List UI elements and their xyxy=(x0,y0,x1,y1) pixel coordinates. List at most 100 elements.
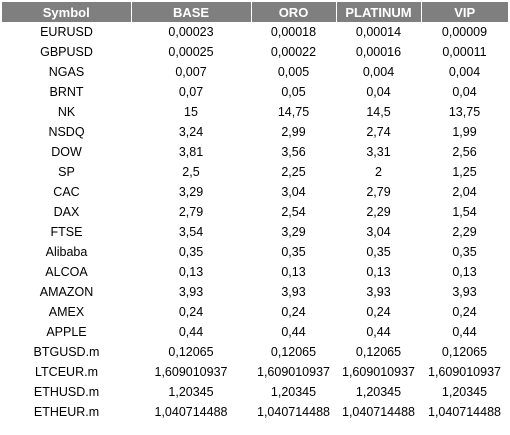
cell-oro: 0,24 xyxy=(281,305,306,319)
cell-oro: 2,25 xyxy=(281,165,306,179)
cell-platinum: 0,12065 xyxy=(355,345,402,359)
table-row: Alibaba 0,35 0,35 0,35 0,35 xyxy=(2,242,508,262)
cell-vip: 2,56 xyxy=(452,145,477,159)
cell-base: 0,13 xyxy=(178,265,204,279)
cell-symbol: FTSE xyxy=(50,225,83,239)
cell-base: 15 xyxy=(184,105,198,119)
cell-base: 3,81 xyxy=(178,145,204,159)
cell-base: 3,24 xyxy=(178,125,204,139)
table-row: BRNT 0,07 0,05 0,04 0,04 xyxy=(2,82,508,102)
cell-oro: 3,93 xyxy=(281,285,306,299)
cell-oro: 1,20345 xyxy=(270,385,317,399)
cell-symbol: EURUSD xyxy=(40,25,93,39)
cell-platinum: 3,04 xyxy=(366,225,391,239)
cell-platinum: 0,13 xyxy=(366,265,391,279)
header-symbol: Symbol xyxy=(2,2,132,22)
cell-oro: 0,35 xyxy=(281,245,306,259)
cell-symbol: ALCOA xyxy=(45,265,88,279)
cell-base: 2,5 xyxy=(182,165,200,179)
cell-base: 3,29 xyxy=(178,185,204,199)
cell-vip: 13,75 xyxy=(448,105,481,119)
cell-platinum: 0,35 xyxy=(366,245,391,259)
table-row: DAX 2,79 2,54 2,29 1,54 xyxy=(2,202,508,222)
cell-vip: 0,004 xyxy=(448,65,481,79)
cell-symbol: AMAZON xyxy=(39,285,94,299)
cell-vip: 2,04 xyxy=(452,185,477,199)
cell-vip: 1,609010937 xyxy=(428,365,501,379)
table-row: BTGUSD.m 0,12065 0,12065 0,12065 0,12065 xyxy=(2,342,508,362)
cell-vip: 0,35 xyxy=(452,245,477,259)
header-vip: VIP xyxy=(421,2,508,22)
cell-base: 0,35 xyxy=(178,245,204,259)
cell-base: 0,00025 xyxy=(168,45,214,59)
table-row: FTSE 3,54 3,29 3,04 2,29 xyxy=(2,222,508,242)
table-body: EURUSD 0,00023 0,00018 0,00014 0,00009 GBPUSD… xyxy=(2,22,508,422)
cell-vip: 2,29 xyxy=(452,225,477,239)
table-row: DOW 3,81 3,56 3,31 2,56 xyxy=(2,142,508,162)
cell-platinum: 3,93 xyxy=(366,285,391,299)
table-row: CAC 3,29 3,04 2,79 2,04 xyxy=(2,182,508,202)
cell-vip: 0,00011 xyxy=(442,45,487,59)
table-header: Symbol BASE ORO PLATINUM VIP xyxy=(2,2,508,22)
cell-symbol: NGAS xyxy=(48,65,85,79)
cell-vip: 0,13 xyxy=(452,265,477,279)
cell-platinum: 0,00014 xyxy=(355,25,402,39)
table-row: ETHEUR.m 1,040714488 1,040714488 1,04071448… xyxy=(2,402,508,422)
cell-oro: 1,609010937 xyxy=(257,365,330,379)
cell-base: 1,609010937 xyxy=(154,365,228,379)
cell-platinum: 0,44 xyxy=(366,325,391,339)
cell-symbol: BRNT xyxy=(49,85,84,99)
cell-oro: 0,00018 xyxy=(270,25,317,39)
table-row: GBPUSD 0,00025 0,00022 0,00016 0,00011 xyxy=(2,42,508,62)
cell-symbol: ETHEUR.m xyxy=(33,405,100,419)
cell-oro: 0,44 xyxy=(281,325,306,339)
cell-oro: 2,99 xyxy=(281,125,306,139)
cell-platinum: 1,609010937 xyxy=(342,365,415,379)
table-row: SP 2,5 2,25 2 1,25 xyxy=(2,162,508,182)
cell-oro: 0,005 xyxy=(277,65,310,79)
cell-oro: 14,75 xyxy=(277,105,310,119)
cell-symbol: Alibaba xyxy=(45,245,88,259)
cell-oro: 3,56 xyxy=(281,145,306,159)
cell-symbol: AMEX xyxy=(48,305,85,319)
cell-platinum: 2,74 xyxy=(366,125,391,139)
cell-base: 3,93 xyxy=(178,285,204,299)
cell-symbol: SP xyxy=(58,165,75,179)
cell-oro: 0,05 xyxy=(281,85,306,99)
cell-oro: 3,04 xyxy=(281,185,306,199)
cell-base: 3,54 xyxy=(178,225,204,239)
cell-platinum: 0,00016 xyxy=(355,45,402,59)
cell-base: 2,79 xyxy=(178,205,204,219)
cell-platinum: 2,29 xyxy=(366,205,391,219)
cell-base: 0,24 xyxy=(178,305,204,319)
cell-base: 0,07 xyxy=(178,85,204,99)
table-row: LTCEUR.m 1,609010937 1,609010937 1,60901093… xyxy=(2,362,508,382)
cell-oro: 1,040714488 xyxy=(257,405,330,419)
cell-platinum: 1,040714488 xyxy=(342,405,415,419)
cell-oro: 2,54 xyxy=(281,205,306,219)
header-platinum: PLATINUM xyxy=(336,2,422,22)
cell-oro: 3,29 xyxy=(281,225,306,239)
cell-platinum: 0,004 xyxy=(362,65,395,79)
cell-symbol: GBPUSD xyxy=(40,45,93,59)
cell-base: 1,20345 xyxy=(168,385,214,399)
table-row: APPLE 0,44 0,44 0,44 0,44 xyxy=(2,322,508,342)
cell-vip: 1,20345 xyxy=(441,385,488,399)
table-row: AMEX 0,24 0,24 0,24 0,24 xyxy=(2,302,508,322)
cell-platinum: 0,04 xyxy=(366,85,391,99)
cell-symbol: LTCEUR.m xyxy=(35,365,98,379)
spread-table: Symbol BASE ORO PLATINUM VIP EURUSD 0,000… xyxy=(2,2,508,422)
table-row: NSDQ 3,24 2,99 2,74 1,99 xyxy=(2,122,508,142)
cell-oro: 0,00022 xyxy=(270,45,317,59)
cell-symbol: DAX xyxy=(53,205,80,219)
table-row: NGAS 0,007 0,005 0,004 0,004 xyxy=(2,62,508,82)
cell-vip: 1,99 xyxy=(452,125,477,139)
cell-vip: 1,25 xyxy=(452,165,477,179)
table-row: ETHUSD.m 1,20345 1,20345 1,20345 1,20345 xyxy=(2,382,508,402)
cell-symbol: DOW xyxy=(51,145,82,159)
cell-vip: 0,44 xyxy=(452,325,477,339)
header-base: BASE xyxy=(131,2,252,22)
table-row: NK 15 14,75 14,5 13,75 xyxy=(2,102,508,122)
cell-base: 0,00023 xyxy=(168,25,214,39)
cell-symbol: NK xyxy=(57,105,76,119)
